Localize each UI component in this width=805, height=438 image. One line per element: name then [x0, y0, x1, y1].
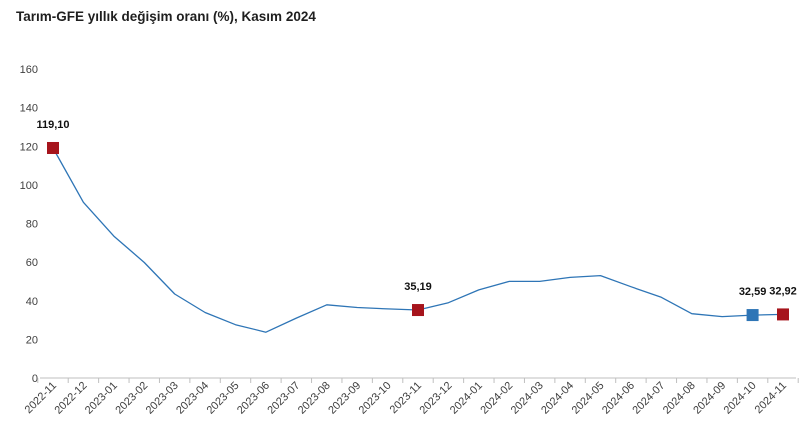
y-tick-label: 120 [20, 141, 38, 153]
x-tick-label: 2024-01 [448, 380, 485, 417]
x-tick-label: 2023-10 [357, 380, 394, 417]
chart-title: Tarım-GFE yıllık değişim oranı (%), Kası… [16, 9, 316, 24]
x-tick-label: 2024-11 [753, 380, 789, 416]
data-label: 32,92 [769, 285, 797, 297]
y-tick-label: 100 [20, 180, 38, 192]
y-tick-label: 40 [26, 296, 38, 308]
x-tick-label: 2023-04 [174, 380, 211, 417]
x-tick-label: 2022-12 [53, 380, 90, 417]
x-tick-label: 2024-05 [570, 380, 607, 417]
marker-layer: 119,10 35,19 32,59 32,92 [36, 119, 797, 322]
x-tick-label: 2023-02 [113, 380, 150, 417]
x-tick-label: 2024-08 [661, 380, 698, 417]
y-tick-label: 80 [26, 219, 38, 231]
x-tick-label: 2023-08 [296, 380, 333, 417]
x-tick-label: 2024-07 [630, 380, 667, 417]
x-tick-label: 2023-06 [235, 380, 272, 417]
x-tick-label: 2023-09 [326, 380, 363, 417]
axis-layer: 0204060801001201401602022-112022-122023-… [20, 64, 799, 417]
x-tick-label: 2023-01 [83, 380, 120, 417]
y-tick-label: 0 [32, 373, 38, 385]
data-point-marker [47, 141, 59, 154]
x-tick-label: 2024-04 [539, 380, 576, 417]
y-tick-label: 20 [26, 334, 38, 346]
x-tick-label: 2024-02 [478, 380, 515, 417]
x-tick-label: 2024-06 [600, 380, 637, 417]
x-tick-label: 2024-03 [509, 380, 546, 417]
data-point-marker [777, 308, 789, 321]
y-tick-label: 60 [26, 257, 38, 269]
data-label: 35,19 [404, 281, 432, 293]
data-point-marker [412, 304, 424, 317]
y-tick-label: 160 [20, 64, 38, 76]
y-tick-label: 140 [20, 103, 38, 115]
x-tick-label: 2023-07 [265, 380, 302, 417]
x-tick-label: 2023-12 [418, 380, 455, 417]
x-tick-label: 2023-05 [205, 380, 242, 417]
data-point-marker [746, 309, 759, 322]
x-tick-label: 2024-09 [691, 380, 728, 417]
data-label: 119,10 [36, 119, 69, 131]
x-tick-label: 2023-03 [144, 380, 181, 417]
data-label: 32,59 [739, 286, 767, 298]
x-tick-label: 2024-10 [722, 380, 759, 417]
